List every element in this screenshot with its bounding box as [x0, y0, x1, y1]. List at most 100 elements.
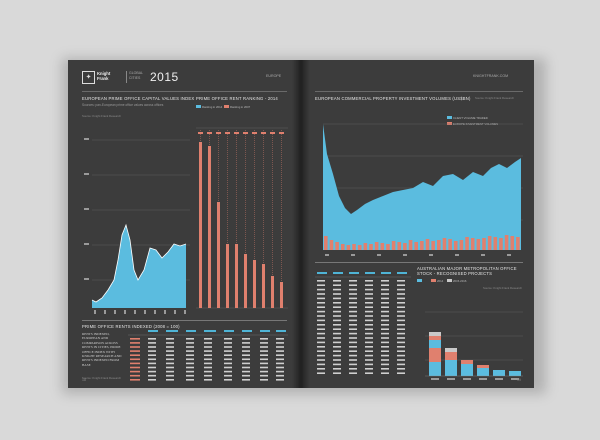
right-table-cell	[397, 288, 405, 291]
chart2-bar	[226, 244, 229, 308]
chart1-y-tick	[84, 243, 89, 245]
chart2-value-mark	[225, 132, 230, 134]
table-cell	[260, 346, 268, 348]
table-cell	[242, 366, 250, 369]
table-cell	[166, 354, 174, 356]
chart2-value-mark	[252, 132, 257, 134]
right-table-cell	[365, 359, 373, 361]
right-table-cell	[381, 315, 389, 317]
right-table-cell	[317, 302, 325, 304]
chart1-x-tick	[124, 310, 126, 314]
table-cell	[224, 374, 232, 377]
chart2-title: PRIME OFFICE RENT RANKING - 2014	[196, 96, 278, 101]
chart1-y-ticks	[84, 138, 89, 280]
right-table-cell	[381, 324, 389, 326]
table-cell	[166, 379, 174, 381]
chart3-bar	[369, 244, 373, 250]
chart2-bar	[217, 202, 220, 308]
table-row-label	[130, 350, 140, 352]
chart3-bar	[420, 241, 424, 250]
table-cell	[186, 366, 194, 369]
table-cell	[148, 358, 156, 361]
chart3-x-tick	[325, 254, 329, 256]
brand-name-line1: Knight	[97, 71, 111, 76]
table-header-mark	[260, 330, 270, 332]
chart3-bar	[487, 236, 492, 250]
chart2-legend-2014: Ranking in 2014	[202, 105, 223, 109]
chart4-bar-segment	[445, 360, 457, 376]
chart3-bar	[476, 239, 481, 250]
right-table-cell	[333, 319, 341, 322]
knight-frank-logo-icon: ✦	[82, 71, 95, 84]
chart1-x-tick	[104, 310, 106, 314]
chart3-bar	[459, 240, 464, 250]
chart1-x-ticks	[94, 310, 186, 314]
right-table-cell	[381, 284, 389, 286]
open-report-book: ✦ Knight Frank GLOBAL CITIES 2015 EUROPE…	[68, 60, 534, 388]
chart3-bar	[493, 237, 498, 250]
table-cell	[224, 379, 232, 381]
chart1-y-tick	[84, 208, 89, 210]
table-cell	[276, 338, 284, 340]
table-cell	[260, 358, 268, 361]
chart3-x-tick	[403, 254, 407, 256]
right-table-cell	[381, 293, 389, 295]
right-table-cell	[397, 280, 405, 282]
chart4-x-tick	[431, 378, 439, 380]
chart1-y-tick	[84, 138, 89, 140]
right-table-cell	[349, 354, 357, 357]
right-table-cell	[397, 315, 405, 317]
chart3-bar	[329, 240, 334, 250]
table-cell	[204, 374, 212, 377]
chart3-bar	[499, 238, 503, 250]
right-table-cell	[317, 372, 325, 374]
chart1-x-tick	[144, 310, 146, 314]
right-table-cell	[349, 368, 357, 370]
table-row-label	[130, 338, 140, 340]
chart3-source: Source: Knight Frank Research	[475, 96, 515, 100]
right-table-cell	[381, 337, 389, 339]
chart4-bar-segment	[445, 352, 457, 360]
table-cell	[186, 354, 194, 356]
right-table-cell	[365, 363, 373, 366]
right-table-cell	[381, 372, 389, 374]
chart3-bar	[403, 243, 407, 250]
left-page: ✦ Knight Frank GLOBAL CITIES 2015 EUROPE…	[68, 60, 299, 388]
chart1-source: Source: Knight Frank Research	[82, 114, 122, 118]
table-cell	[186, 338, 194, 340]
right-table-cell	[397, 297, 405, 300]
table-cell	[186, 379, 194, 381]
chart3-bar	[397, 242, 402, 250]
table-header-mark	[186, 330, 196, 332]
left-running-head: EUROPE	[266, 74, 282, 78]
chart3-legend-swatch-blue	[447, 116, 452, 119]
table-cell	[148, 346, 156, 348]
table-cell	[204, 350, 212, 352]
right-table-cell	[317, 288, 325, 291]
chart2-value-mark	[261, 132, 266, 134]
right-table-cell	[333, 310, 341, 313]
right-table-cell	[349, 363, 357, 366]
right-table-cell	[317, 306, 325, 308]
chart4-bar-segment	[461, 360, 473, 364]
right-table-cell	[381, 288, 389, 291]
right-table-cell	[365, 372, 373, 374]
right-table-cell	[317, 328, 325, 330]
table-cell	[260, 370, 268, 373]
chart2-value-marks	[198, 132, 284, 134]
chart2-bar	[235, 244, 238, 308]
chart4-legend-swatch-2	[431, 279, 436, 282]
table-cell	[276, 346, 284, 348]
chart4-x-tick	[511, 378, 519, 380]
table-header-marks	[148, 330, 286, 332]
chart3-bar	[453, 241, 458, 250]
right-table-cell	[349, 310, 357, 313]
table-cell	[166, 338, 174, 340]
chart4-gridlines	[425, 311, 523, 361]
chart4-bar-segment	[429, 336, 441, 340]
chart3-bar	[510, 236, 515, 250]
right-table-cell	[365, 319, 373, 322]
chart1-y-tick	[84, 173, 89, 175]
chart4-x-ticks	[431, 378, 519, 380]
table-cell	[186, 346, 194, 348]
